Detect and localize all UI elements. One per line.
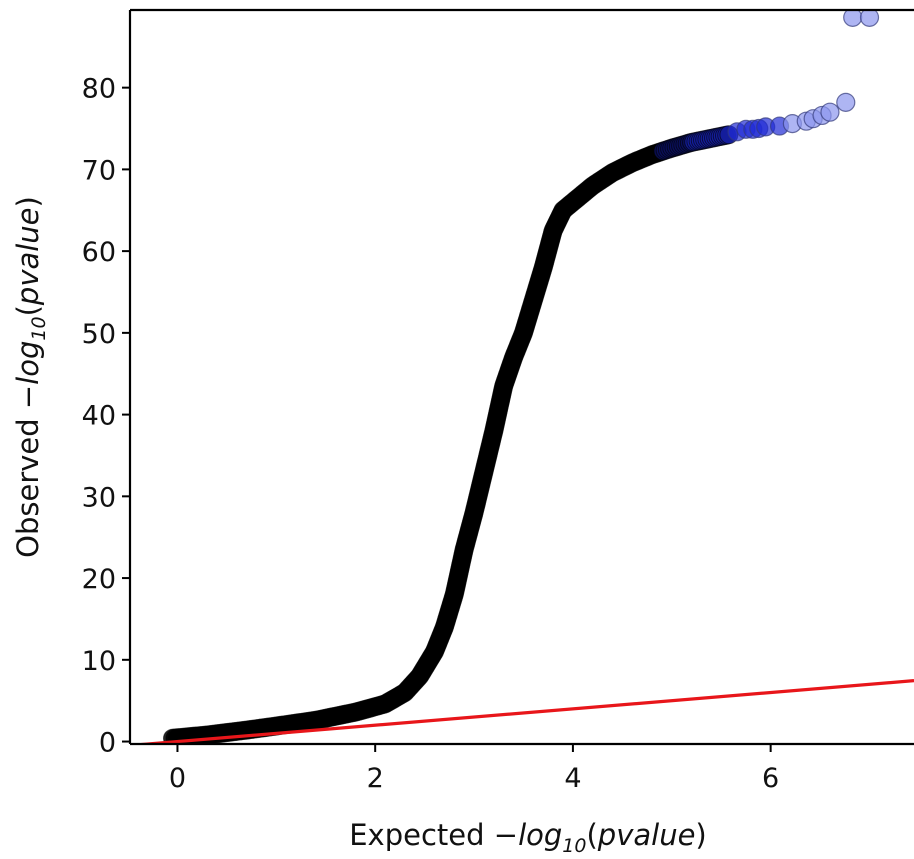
outlier-point [836,92,856,112]
y-tick-label: 10 [82,646,116,677]
x-tick-label: 6 [762,763,779,794]
y-tick-label: 60 [82,237,116,268]
y-tick-label: 80 [82,74,116,105]
x-tick-label: 0 [169,763,186,794]
y-axis-ticks: 0 10 20 30 40 50 60 70 80 [82,74,130,759]
plot-area [130,10,914,744]
reference-line [130,679,914,744]
data-points [163,10,880,744]
x-tick-label: 2 [367,763,384,794]
y-tick-label: 50 [82,319,116,350]
y-tick-label: 30 [82,482,116,513]
x-axis-label: Expected −log10(pvalue) [349,818,707,857]
x-tick-label: 4 [564,763,581,794]
outlier-point [820,102,840,122]
y-tick-label: 0 [99,728,116,759]
axes-frame [128,8,914,746]
x-axis-ticks: 0 2 4 6 [169,744,779,794]
y-tick-label: 20 [82,564,116,595]
y-tick-label: 70 [82,155,116,186]
y-tick-label: 40 [82,401,116,432]
y-axis-label: Observed −log10(pvalue) [11,196,50,558]
outlier-point [859,10,880,27]
